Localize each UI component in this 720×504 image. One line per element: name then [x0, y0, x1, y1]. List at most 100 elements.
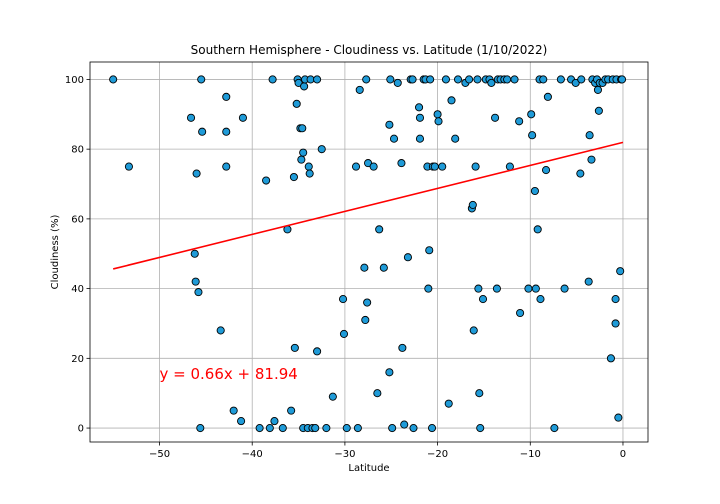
- data-point: [385, 368, 394, 377]
- data-point: [415, 103, 424, 112]
- data-point: [305, 169, 314, 178]
- x-tick-label: −50: [149, 449, 170, 460]
- data-point: [393, 78, 402, 87]
- data-point: [487, 78, 496, 87]
- data-point: [361, 315, 370, 325]
- x-tick-label: 0: [620, 449, 626, 460]
- data-point: [415, 134, 425, 143]
- y-tick-label: 0: [78, 424, 84, 435]
- data-point: [198, 127, 207, 136]
- data-point: [388, 424, 397, 433]
- data-point: [385, 120, 394, 129]
- data-point: [438, 162, 447, 171]
- data-point: [268, 75, 277, 84]
- data-point: [262, 176, 271, 185]
- data-point: [278, 424, 287, 433]
- data-point: [616, 267, 625, 276]
- data-point: [197, 75, 206, 84]
- y-axis-ticks: 0 20 40 60 80 100: [65, 75, 90, 435]
- data-point: [265, 424, 274, 433]
- data-point: [196, 424, 205, 433]
- data-point: [611, 319, 620, 328]
- data-point: [515, 117, 524, 126]
- data-point: [539, 75, 548, 84]
- data-point: [313, 75, 322, 84]
- data-point: [355, 85, 364, 94]
- data-point: [424, 284, 433, 293]
- data-point: [351, 162, 361, 171]
- data-point: [531, 284, 540, 293]
- data-point: [528, 131, 537, 140]
- data-point: [533, 225, 542, 234]
- data-point: [409, 424, 418, 433]
- data-point: [444, 399, 453, 408]
- data-point: [556, 75, 565, 84]
- data-point: [587, 155, 596, 164]
- data-point: [363, 298, 372, 307]
- data-point: [510, 75, 519, 84]
- regression-equation: y = 0.66x + 81.94: [160, 365, 298, 383]
- data-point: [468, 200, 477, 209]
- data-point: [353, 424, 362, 433]
- data-point: [451, 134, 460, 143]
- data-point: [304, 162, 313, 171]
- data-point: [375, 225, 384, 234]
- data-point: [543, 92, 552, 101]
- data-point: [338, 295, 348, 304]
- data-point: [433, 110, 442, 119]
- regression-line: [112, 141, 624, 270]
- data-point: [222, 127, 231, 136]
- data-point: [360, 263, 369, 272]
- data-point: [403, 253, 412, 262]
- data-point: [216, 326, 225, 335]
- data-point: [593, 85, 602, 94]
- data-point: [473, 75, 482, 84]
- data-point: [524, 284, 533, 293]
- y-tick-label: 60: [71, 214, 84, 225]
- data-point: [124, 162, 133, 171]
- regression-layer: [112, 141, 624, 270]
- data-point: [478, 295, 488, 304]
- data-point: [415, 113, 425, 122]
- data-point: [469, 326, 478, 335]
- data-point: [400, 420, 409, 429]
- data-point: [611, 295, 620, 304]
- x-tick-label: −40: [242, 449, 263, 460]
- data-point: [530, 186, 539, 196]
- data-point: [238, 113, 247, 122]
- data-point: [577, 75, 586, 84]
- scatter-points: [109, 75, 627, 433]
- data-point: [342, 424, 351, 433]
- data-point: [585, 131, 594, 140]
- data-point: [270, 417, 279, 426]
- data-point: [471, 162, 480, 171]
- data-point: [584, 277, 593, 286]
- data-point: [527, 110, 536, 119]
- data-point: [300, 82, 309, 91]
- data-point: [503, 75, 512, 84]
- data-point: [465, 75, 474, 84]
- data-point: [426, 75, 435, 84]
- data-point: [369, 162, 378, 171]
- data-point: [434, 117, 443, 126]
- data-point: [186, 113, 196, 122]
- data-point: [191, 277, 200, 286]
- data-point: [476, 424, 485, 433]
- data-point: [408, 75, 417, 84]
- data-point: [560, 284, 569, 293]
- data-point: [373, 389, 382, 398]
- data-point: [492, 284, 501, 293]
- data-point: [550, 424, 559, 433]
- data-point: [379, 263, 388, 272]
- data-point: [339, 329, 349, 338]
- data-point: [576, 169, 585, 178]
- plot-frame: [89, 61, 649, 443]
- data-point: [606, 354, 615, 363]
- data-point: [541, 166, 551, 175]
- data-point: [222, 162, 231, 171]
- data-point: [317, 145, 326, 154]
- data-point: [289, 172, 298, 182]
- data-point: [474, 284, 483, 293]
- data-point: [453, 75, 463, 84]
